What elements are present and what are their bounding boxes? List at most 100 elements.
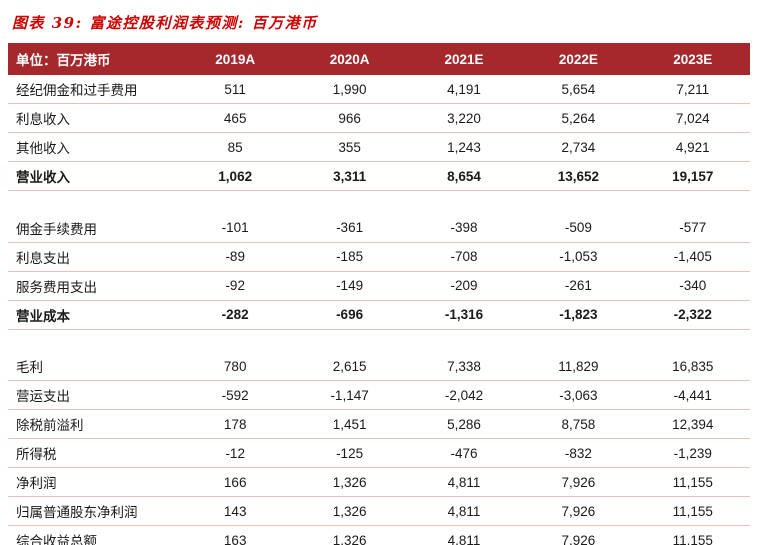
row-label	[8, 191, 178, 214]
value-cell: 178	[178, 409, 293, 439]
value-cell: -2,322	[635, 300, 750, 330]
value-cell: 11,155	[635, 496, 750, 526]
row-label: 净利润	[8, 467, 178, 497]
table-row: 其他收入 85 355 1,243 2,734 4,921	[8, 132, 750, 162]
header-col-2022e: 2022E	[521, 43, 636, 75]
value-cell: 780	[178, 352, 293, 381]
value-cell	[407, 329, 521, 352]
value-cell: 1,451	[292, 409, 407, 439]
value-cell	[292, 329, 406, 352]
value-cell: 11,155	[635, 467, 750, 497]
value-cell: 11,829	[521, 352, 636, 381]
table-row: 利息收入 465 966 3,220 5,264 7,024	[8, 103, 750, 133]
value-cell: -577	[635, 213, 750, 243]
value-cell: 7,211	[635, 75, 750, 104]
value-cell: -185	[292, 242, 407, 272]
spacer-row	[8, 329, 750, 352]
income-statement-table: 单位：百万港币 2019A 2020A 2021E 2022E 2023E 经纪…	[8, 43, 750, 545]
table-row: 营业收入 1,062 3,311 8,654 13,652 19,157	[8, 161, 750, 191]
value-cell: 4,921	[635, 132, 750, 162]
row-label	[8, 329, 178, 352]
value-cell	[178, 191, 292, 214]
value-cell	[636, 191, 750, 214]
value-cell: 4,811	[406, 496, 522, 526]
value-cell: 465	[178, 103, 293, 133]
header-col-2021e: 2021E	[406, 43, 522, 75]
table-row: 营业成本 -282 -696 -1,316 -1,823 -2,322	[8, 300, 750, 330]
row-label: 营运支出	[8, 380, 178, 410]
value-cell: -209	[406, 271, 522, 301]
value-cell: 355	[292, 132, 407, 162]
value-cell: 7,926	[521, 525, 636, 545]
header-unit-label: 单位：百万港币	[8, 43, 178, 75]
value-cell: 7,926	[521, 496, 636, 526]
header-col-2020a: 2020A	[292, 43, 407, 75]
row-label: 服务费用支出	[8, 271, 178, 301]
value-cell	[521, 329, 635, 352]
row-label: 营业收入	[8, 161, 178, 191]
value-cell: -476	[406, 438, 522, 468]
value-cell: 16,835	[635, 352, 750, 381]
value-cell: -832	[521, 438, 636, 468]
value-cell: 966	[292, 103, 407, 133]
value-cell: 7,338	[406, 352, 522, 381]
value-cell: -4,441	[635, 380, 750, 410]
value-cell: 5,286	[406, 409, 522, 439]
value-cell: 2,734	[521, 132, 636, 162]
header-col-2023e: 2023E	[635, 43, 750, 75]
value-cell	[521, 191, 635, 214]
value-cell: 7,926	[521, 467, 636, 497]
table-row: 归属普通股东净利润 143 1,326 4,811 7,926 11,155	[8, 496, 750, 526]
table-row: 综合收益总额 163 1,326 4,811 7,926 11,155	[8, 525, 750, 545]
table-row: 营运支出 -592 -1,147 -2,042 -3,063 -4,441	[8, 380, 750, 410]
value-cell: 8,758	[521, 409, 636, 439]
value-cell: 5,654	[521, 75, 636, 104]
value-cell: -361	[292, 213, 407, 243]
table-row: 佣金手续费用 -101 -361 -398 -509 -577	[8, 213, 750, 243]
value-cell: -398	[406, 213, 522, 243]
table-row: 所得税 -12 -125 -476 -832 -1,239	[8, 438, 750, 468]
value-cell: 5,264	[521, 103, 636, 133]
header-col-2019a: 2019A	[178, 43, 293, 75]
row-label: 综合收益总额	[8, 525, 178, 545]
value-cell: -1,239	[635, 438, 750, 468]
value-cell: -261	[521, 271, 636, 301]
value-cell: -101	[178, 213, 293, 243]
row-label: 利息支出	[8, 242, 178, 272]
value-cell: 1,062	[178, 161, 293, 191]
table-row: 除税前溢利 178 1,451 5,286 8,758 12,394	[8, 409, 750, 439]
value-cell: 1,326	[292, 525, 407, 545]
value-cell: -125	[292, 438, 407, 468]
value-cell: 1,243	[406, 132, 522, 162]
value-cell: 4,191	[406, 75, 522, 104]
value-cell: 3,311	[292, 161, 407, 191]
value-cell: 4,811	[406, 467, 522, 497]
value-cell: -509	[521, 213, 636, 243]
value-cell	[178, 329, 292, 352]
table-row: 净利润 166 1,326 4,811 7,926 11,155	[8, 467, 750, 497]
value-cell: -1,147	[292, 380, 407, 410]
value-cell: 163	[178, 525, 293, 545]
value-cell: 7,024	[635, 103, 750, 133]
value-cell: 166	[178, 467, 293, 497]
value-cell: 1,326	[292, 467, 407, 497]
spacer-row	[8, 191, 750, 214]
table-row: 经纪佣金和过手费用 511 1,990 4,191 5,654 7,211	[8, 75, 750, 104]
value-cell: -1,053	[521, 242, 636, 272]
value-cell: 2,615	[292, 352, 407, 381]
row-label: 除税前溢利	[8, 409, 178, 439]
value-cell: 1,326	[292, 496, 407, 526]
value-cell: -1,405	[635, 242, 750, 272]
value-cell	[407, 191, 521, 214]
value-cell: 19,157	[635, 161, 750, 191]
row-label: 所得税	[8, 438, 178, 468]
value-cell: 13,652	[521, 161, 636, 191]
figure-title: 图表 39: 富途控股利润表预测: 百万港币	[12, 14, 318, 32]
value-cell: 3,220	[406, 103, 522, 133]
value-cell: 85	[178, 132, 293, 162]
value-cell: 8,654	[406, 161, 522, 191]
value-cell: -12	[178, 438, 293, 468]
value-cell: 4,811	[406, 525, 522, 545]
value-cell: -149	[292, 271, 407, 301]
